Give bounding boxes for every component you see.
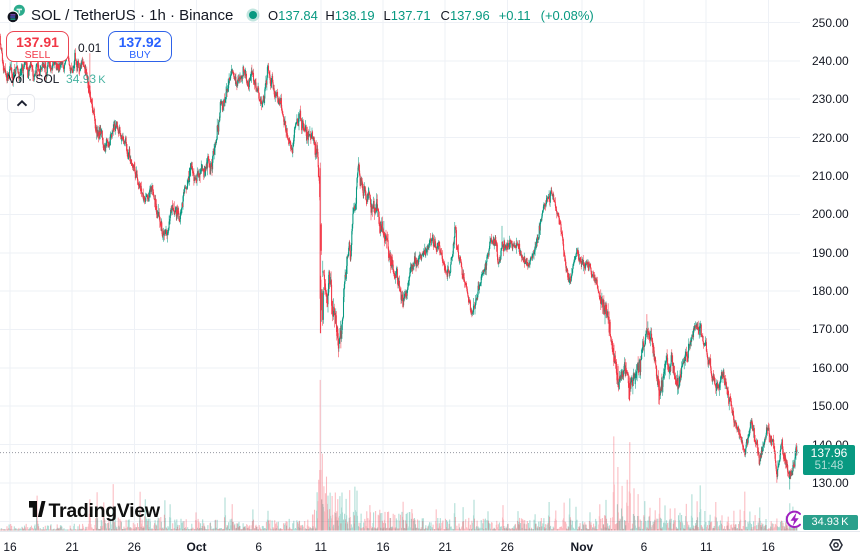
svg-text:TradingView: TradingView bbox=[49, 500, 161, 522]
